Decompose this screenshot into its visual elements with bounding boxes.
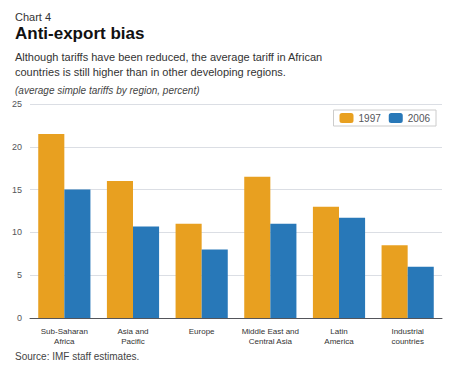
svg-text:Pacific: Pacific [121, 337, 145, 346]
svg-text:Africa: Africa [54, 337, 75, 346]
svg-text:5: 5 [17, 270, 22, 280]
svg-text:Although tariffs have been red: Although tariffs have been reduced, the … [15, 51, 322, 63]
svg-text:Source: IMF staff estimates.: Source: IMF staff estimates. [15, 351, 139, 362]
svg-text:Latin: Latin [330, 327, 347, 336]
svg-text:15: 15 [12, 185, 22, 195]
svg-text:10: 10 [12, 227, 22, 237]
svg-text:America: America [324, 337, 354, 346]
svg-text:2006: 2006 [408, 113, 431, 124]
svg-text:Central Asia: Central Asia [249, 337, 293, 346]
svg-text:25: 25 [12, 99, 22, 109]
svg-text:20: 20 [12, 142, 22, 152]
svg-text:(average simple tariffs by reg: (average simple tariffs by region, perce… [15, 85, 200, 96]
svg-text:0: 0 [17, 313, 22, 323]
svg-text:Europe: Europe [189, 327, 215, 336]
svg-text:Anti-export bias: Anti-export bias [15, 24, 144, 43]
svg-text:Asia and: Asia and [117, 327, 148, 336]
svg-text:Chart 4: Chart 4 [15, 11, 51, 23]
svg-text:1997: 1997 [359, 113, 382, 124]
svg-text:countries: countries [391, 337, 423, 346]
svg-text:Sub-Saharan: Sub-Saharan [41, 327, 88, 336]
svg-text:Industrial: Industrial [391, 327, 424, 336]
svg-text:countries is still higher than: countries is still higher than in other … [15, 66, 286, 78]
svg-text:Middle East and: Middle East and [242, 327, 299, 336]
